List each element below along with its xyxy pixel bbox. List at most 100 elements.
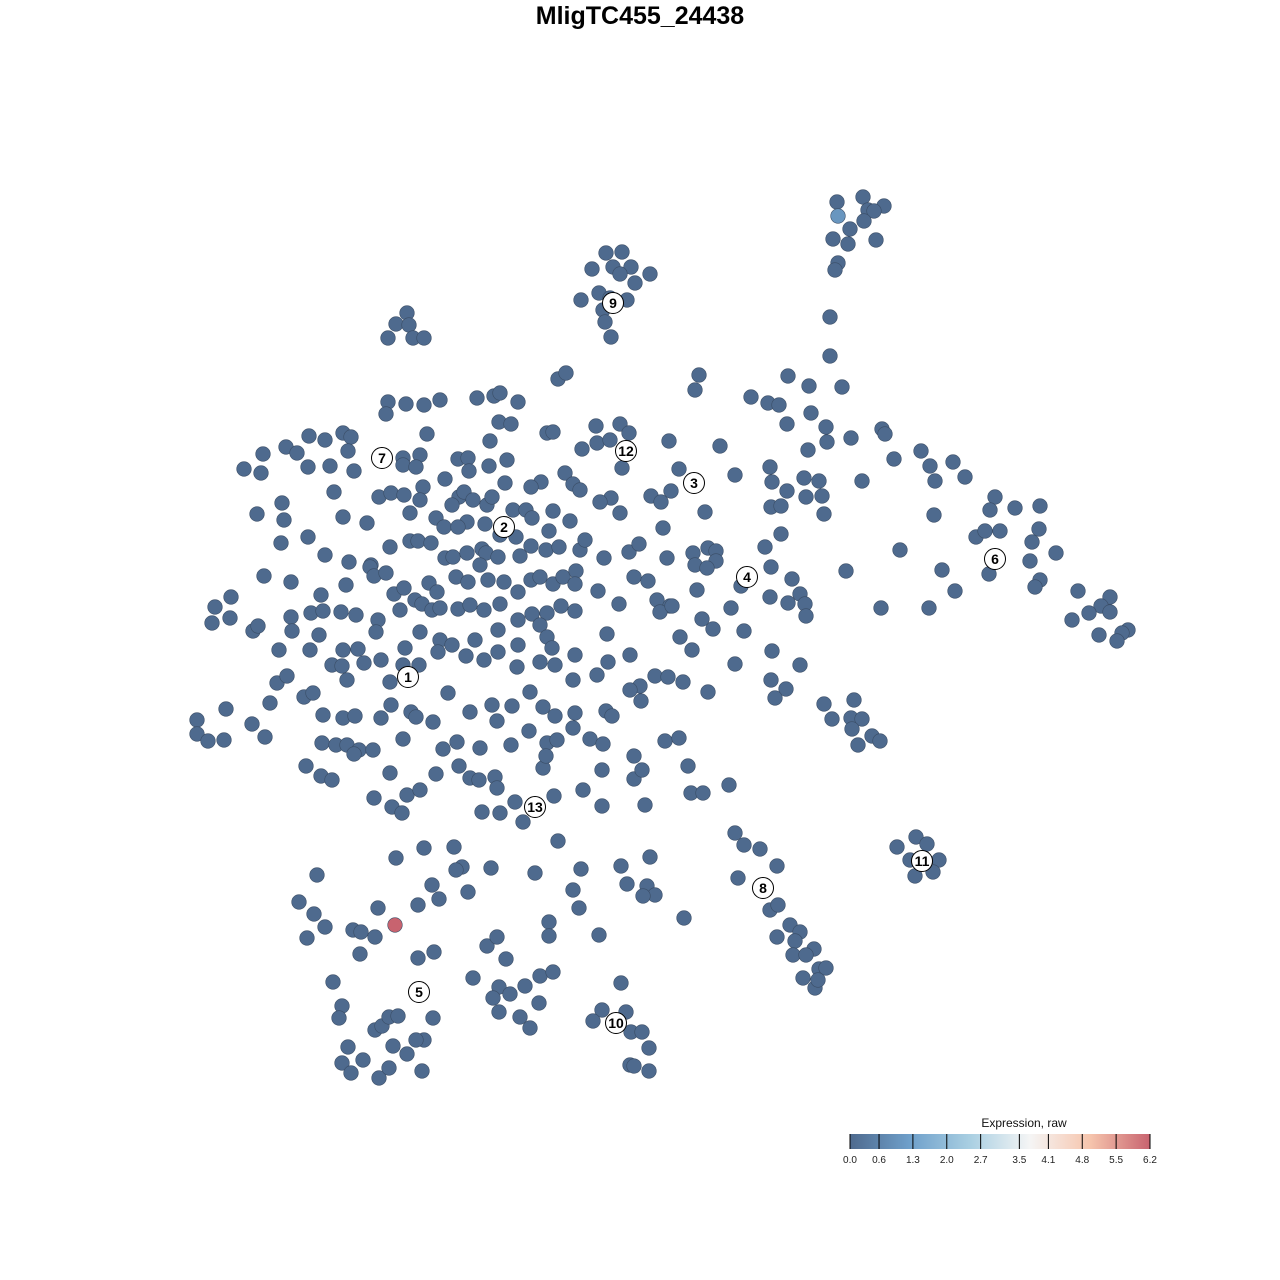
legend-tick-label: 4.8 [1075,1155,1089,1166]
data-point [489,780,505,796]
data-point [619,876,635,892]
data-point [257,729,273,745]
data-point [317,547,333,563]
data-point [300,459,316,475]
legend-tick-label: 4.1 [1041,1155,1055,1166]
data-point [491,1004,507,1020]
data-point [385,1038,401,1054]
data-point [423,535,439,551]
data-point [573,292,589,308]
data-point [779,416,795,432]
data-point [380,330,396,346]
cluster-label: 12 [615,440,637,462]
data-point [200,733,216,749]
data-point [490,622,506,638]
data-point [927,473,943,489]
data-point [1027,579,1043,595]
data-point [612,266,628,282]
cluster-label-text: 7 [378,450,386,466]
data-point [309,867,325,883]
data-point [338,577,354,593]
data-point [626,1058,642,1074]
data-point [325,974,341,990]
data-point [553,598,569,614]
data-point [477,516,493,532]
data-point [370,900,386,916]
data-point [834,379,850,395]
legend-tick-label: 0.6 [872,1155,886,1166]
data-point [459,545,475,561]
data-point [401,317,417,333]
data-point [382,765,398,781]
data-point [371,1070,387,1086]
data-point [317,432,333,448]
data-point [838,563,854,579]
data-point [284,623,300,639]
data-point [340,443,356,459]
data-point [922,458,938,474]
data-point [1031,521,1047,537]
data-point [829,194,845,210]
data-point [919,836,935,852]
data-point [613,975,629,991]
data-point [846,692,862,708]
data-point [694,611,710,627]
data-point [289,445,305,461]
data-point [769,858,785,874]
data-point [594,762,610,778]
data-point [532,617,548,633]
data-point [352,946,368,962]
data-point [545,503,561,519]
data-point [730,870,746,886]
data-point [521,723,537,739]
data-point [613,858,629,874]
data-point [811,473,827,489]
data-point [262,695,278,711]
data-point [621,544,637,560]
data-point [460,450,476,466]
data-point [691,367,707,383]
data-point [353,924,369,940]
data-point [462,704,478,720]
cluster-label: 6 [984,548,1006,570]
data-point [541,523,557,539]
data-point [595,736,611,752]
data-point [298,758,314,774]
data-point [368,624,384,640]
data-point [315,707,331,723]
data-point [322,458,338,474]
data-point [573,861,589,877]
data-point-expressing [830,208,846,224]
data-point [816,696,832,712]
data-point [727,656,743,672]
cluster-label: 13 [524,796,546,818]
data-point [524,606,540,622]
cluster-label-badge [397,666,419,688]
data-point [634,762,650,778]
data-point [866,203,882,219]
data-point [497,475,513,491]
data-point [798,608,814,624]
data-point [631,536,647,552]
cluster-label-text: 9 [609,295,617,311]
data-point [502,986,518,1002]
data-point [780,595,796,611]
data-point [926,507,942,523]
data-point [496,574,512,590]
data-point [416,397,432,413]
data-point [877,426,893,442]
cluster-label-badge [602,292,624,314]
data-point [388,316,404,332]
data-point [660,669,676,685]
data-point [383,485,399,501]
data-point [339,672,355,688]
data-point [992,523,1008,539]
cluster-label-badge [371,447,393,469]
data-point [822,348,838,364]
data-point [531,995,547,1011]
data-point [626,748,642,764]
data-point [787,933,803,949]
cluster-label: 8 [752,877,774,899]
data-point [343,1065,359,1081]
